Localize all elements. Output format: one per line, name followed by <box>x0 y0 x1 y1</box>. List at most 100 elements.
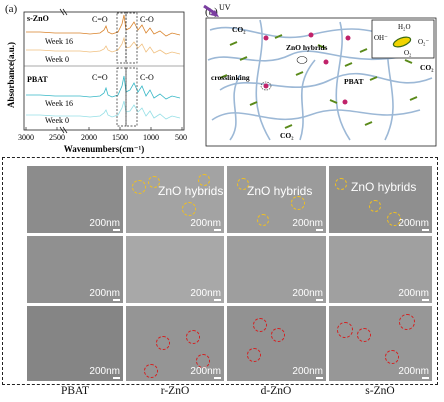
inset-oh-label: OH⁻ <box>374 34 388 42</box>
degradation-highlight-circle <box>253 318 267 332</box>
x-axis-title: Wavenumbers(cm⁻¹) <box>64 144 144 154</box>
zno-highlight-circle <box>237 178 249 190</box>
degradation-highlight-circle <box>385 350 399 364</box>
zno-hybrid-highlight <box>296 56 308 64</box>
zno-highlight-circle <box>148 176 160 188</box>
inset-h2o-label: H₂O <box>398 23 411 31</box>
group-label-szno: s-ZnO <box>27 14 49 23</box>
zno-highlight-circle <box>132 180 146 194</box>
x-axis-ticks <box>25 127 183 130</box>
zno-highlight-circle <box>335 178 347 190</box>
c-o-peak-label: C-O <box>140 15 154 24</box>
inset-o2-label: O₂ <box>404 49 412 57</box>
inset-o2minus-label: O₂⁻ <box>418 38 429 46</box>
scale-bar: 200nm <box>398 288 429 299</box>
co-peak-label: C=O <box>92 15 108 24</box>
y-axis-title: Absorbance(a.u.) <box>6 42 16 108</box>
scale-bar: 200nm <box>292 218 323 229</box>
sem-image-e-dzno: 200nm <box>227 306 326 381</box>
sem-image-d-rzno: 200nm <box>126 236 224 303</box>
zno-hybrid-particles <box>219 34 418 129</box>
sem-image-d-szno: 200nm <box>329 236 432 303</box>
co2-label-2: CO₂ <box>420 63 434 72</box>
degradation-highlight-circle <box>186 330 200 344</box>
scale-bar: 200nm <box>190 366 221 377</box>
scale-bar: 200nm <box>398 218 429 229</box>
degradation-highlight-circle <box>156 336 170 350</box>
sem-image-e-rzno: 200nm <box>126 306 224 381</box>
spectrum-szno-week0 <box>26 36 181 55</box>
zno-highlight-circle <box>198 174 210 186</box>
degradation-highlight-circle <box>271 328 285 342</box>
xtick-label: 2000 <box>81 133 97 142</box>
group-label-pbat: PBAT <box>27 75 48 84</box>
zno-hybrids-annotation: ZnO hybrids <box>247 184 313 198</box>
x-axis-tick-labels: 3000 2500 2000 1500 1000 500 <box>18 133 187 142</box>
scale-bar: 200nm <box>398 366 429 377</box>
degradation-highlight-circle <box>357 328 371 342</box>
crosslinking-label: crosslinking <box>211 73 250 82</box>
sem-image-d-dzno: 200nm <box>227 236 326 303</box>
scale-bar: 200nm <box>89 366 120 377</box>
co2-label-1: CO₂ <box>232 25 246 34</box>
degradation-highlight-circle <box>144 364 158 378</box>
column-label-pbat: PBAT <box>60 385 90 397</box>
crosslink-points <box>263 32 351 105</box>
sem-image-c-pbat: 200nm <box>27 166 123 233</box>
ftir-spectra-chart: s-ZnO Week 16 Week 0 PBAT Week 16 Week 0… <box>6 8 187 154</box>
degradation-highlight-circle <box>399 314 415 330</box>
scale-bar: 200nm <box>292 288 323 299</box>
co-highlight-upper <box>116 12 127 64</box>
co2-label-3: CO₂ <box>280 131 294 140</box>
degradation-highlight-circle <box>337 322 353 338</box>
ftir-plot-frame <box>23 11 185 131</box>
row-letter-c: (c) <box>6 170 19 182</box>
row-letter-e: (e) <box>6 310 19 322</box>
xtick-label: 500 <box>175 133 187 142</box>
column-label-rzno: r-ZnO <box>160 385 190 397</box>
panel-a-letter: (a) <box>5 3 18 15</box>
axis-break-bottom <box>59 126 68 134</box>
xtick-label: 1500 <box>112 133 128 142</box>
c-o-highlight-lower <box>125 67 138 127</box>
sem-image-e-szno: 200nm <box>329 306 432 381</box>
zno-particle-icon <box>392 36 412 48</box>
scale-bar: 200nm <box>292 366 323 377</box>
xtick-label: 3000 <box>18 133 34 142</box>
zno-highlight-circle <box>369 200 381 212</box>
scale-bar: 200nm <box>190 218 221 229</box>
co-highlight-lower <box>116 67 127 127</box>
column-label-szno: s-ZnO <box>365 385 395 397</box>
sem-image-c-dzno: ZnO hybrids 200nm <box>227 166 326 233</box>
zno-highlight-circle <box>291 196 305 210</box>
label-pbat-week16: Week 16 <box>45 99 73 108</box>
scale-bar: 200nm <box>89 218 120 229</box>
sem-grid-frame <box>2 157 438 385</box>
co-peak-label-lower: C=O <box>92 73 108 82</box>
zno-hybrids-label: ZnO hybrids <box>286 43 328 52</box>
row-letter-d: (d) <box>6 240 19 252</box>
spectrum-pbat-week0 <box>26 100 181 120</box>
zno-highlight-circle <box>257 214 269 226</box>
spectrum-pbat-week16 <box>26 75 181 100</box>
degradation-highlight-circle <box>247 348 261 362</box>
zno-hybrids-annotation: ZnO hybrids <box>158 184 224 198</box>
uv-label: UV <box>219 3 231 12</box>
c-o-highlight-upper <box>125 12 138 64</box>
degradation-schematic: UV H₂O OH⁻ O₂ O₂⁻ CO₂ ZnO hybrids crossl… <box>203 3 437 147</box>
zno-hybrids-annotation: ZnO hybrids <box>351 180 417 194</box>
scale-bar: 200nm <box>190 288 221 299</box>
label-pbat-week0: Week 0 <box>45 116 69 125</box>
column-label-dzno: d-ZnO <box>260 385 292 397</box>
spectrum-szno-week16 <box>26 14 181 37</box>
axis-break-top <box>59 8 68 16</box>
uv-arrow-icon <box>203 4 219 17</box>
label-szno-week16: Week 16 <box>45 37 73 46</box>
sem-image-c-rzno: ZnO hybrids 200nm <box>126 166 224 233</box>
pbat-label: PBAT <box>344 77 363 86</box>
crosslinking-highlight <box>260 81 272 91</box>
xtick-label: 1000 <box>143 133 159 142</box>
sem-image-c-szno: ZnO hybrids 200nm <box>329 166 432 233</box>
label-szno-week0: Week 0 <box>45 55 69 64</box>
scale-bar: 200nm <box>89 288 120 299</box>
